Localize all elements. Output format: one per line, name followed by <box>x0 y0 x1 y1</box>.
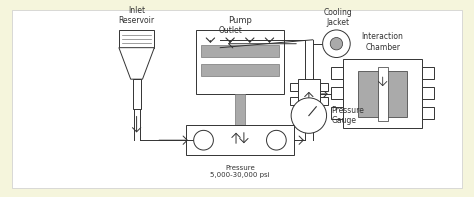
Bar <box>298 79 319 109</box>
Bar <box>331 67 343 79</box>
Text: Interaction
Chamber: Interaction Chamber <box>362 32 404 52</box>
Bar <box>343 59 422 128</box>
Bar <box>422 107 434 119</box>
Circle shape <box>266 130 286 150</box>
Bar <box>422 67 434 79</box>
Circle shape <box>323 30 350 58</box>
Bar <box>290 83 298 91</box>
Bar <box>133 79 140 109</box>
Text: Pump: Pump <box>228 16 252 25</box>
Bar <box>422 87 434 99</box>
Circle shape <box>291 98 327 133</box>
Bar <box>290 97 298 105</box>
Bar <box>331 87 343 99</box>
Circle shape <box>194 130 213 150</box>
Bar <box>319 83 328 91</box>
Bar <box>378 67 388 121</box>
Polygon shape <box>119 48 155 79</box>
Bar <box>201 64 279 76</box>
Text: Inlet
Reservoir: Inlet Reservoir <box>118 6 155 25</box>
Bar <box>358 71 407 117</box>
Bar <box>196 30 284 94</box>
Text: Pressure
5,000-30,000 psi: Pressure 5,000-30,000 psi <box>210 165 270 178</box>
Text: Pressure
Gauge: Pressure Gauge <box>331 106 365 125</box>
Text: Outlet: Outlet <box>218 26 242 35</box>
Circle shape <box>330 37 343 50</box>
Bar <box>319 97 328 105</box>
Bar <box>331 107 343 119</box>
Bar <box>119 30 155 48</box>
Bar <box>201 45 279 57</box>
Bar <box>235 94 245 125</box>
Text: Cooling
Jacket: Cooling Jacket <box>324 8 353 27</box>
Bar <box>186 125 294 155</box>
